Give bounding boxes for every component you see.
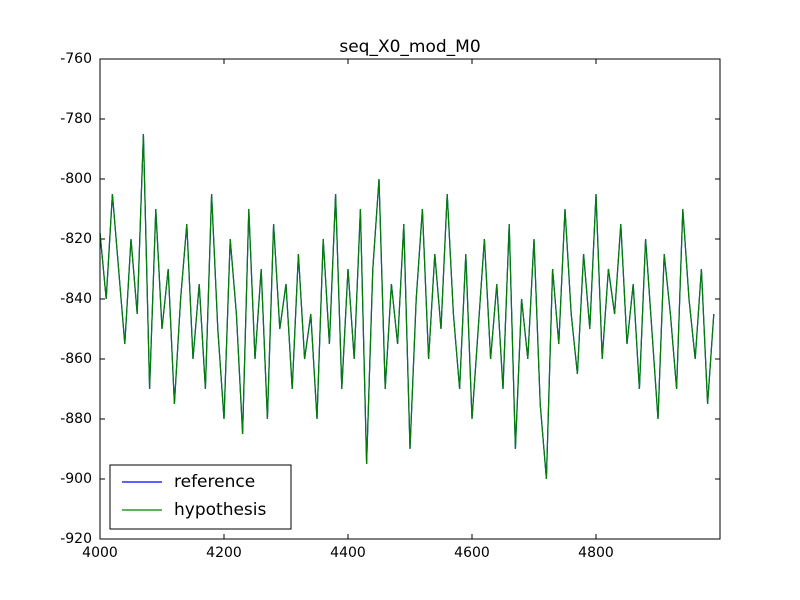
chart-title: seq_X0_mod_M0 — [339, 37, 480, 57]
legend-box — [109, 464, 292, 530]
plot-frame — [99, 58, 721, 540]
y-tick-label: -780 — [60, 111, 92, 127]
y-tick-label: -880 — [60, 411, 92, 427]
x-tick-label: 4800 — [578, 545, 614, 561]
y-tick-label: -820 — [60, 231, 92, 247]
y-tick-label: -860 — [60, 351, 92, 367]
y-tick-label: -900 — [60, 471, 92, 487]
x-tick-label: 4600 — [454, 545, 490, 561]
y-tick-label: -760 — [60, 51, 92, 67]
x-tick-label: 4000 — [82, 545, 118, 561]
legend-label: reference — [174, 472, 255, 492]
legend-label: hypothesis — [174, 500, 267, 520]
y-tick-label: -800 — [60, 171, 92, 187]
y-tick-label: -920 — [60, 531, 92, 547]
x-tick-label: 4200 — [206, 545, 242, 561]
y-tick-label: -840 — [60, 291, 92, 307]
data-line — [99, 133, 715, 480]
x-tick-label: 4400 — [330, 545, 366, 561]
